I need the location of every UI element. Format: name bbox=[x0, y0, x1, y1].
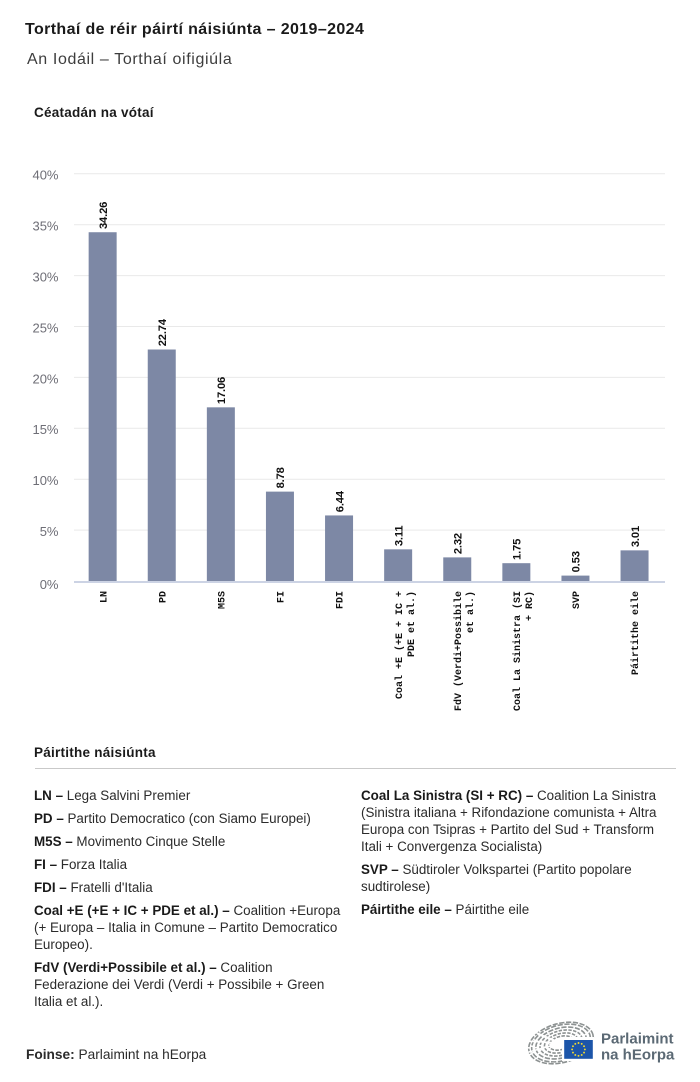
svg-text:Coal La Sinistra (SI+ RC): Coal La Sinistra (SI+ RC) bbox=[512, 591, 536, 711]
svg-text:FdV (Verdi+Possibileet al.): FdV (Verdi+Possibileet al.) bbox=[453, 591, 477, 711]
svg-text:6.44: 6.44 bbox=[334, 490, 346, 512]
svg-text:34.26: 34.26 bbox=[98, 202, 110, 229]
svg-text:5%: 5% bbox=[40, 524, 59, 539]
svg-text:20%: 20% bbox=[32, 371, 58, 386]
svg-text:17.06: 17.06 bbox=[216, 377, 228, 404]
svg-text:FI: FI bbox=[277, 591, 288, 603]
svg-text:2.32: 2.32 bbox=[452, 533, 464, 554]
svg-text:Parlaimint: Parlaimint bbox=[601, 1031, 674, 1048]
svg-text:PD: PD bbox=[158, 591, 169, 603]
svg-text:25%: 25% bbox=[32, 320, 58, 335]
svg-text:40%: 40% bbox=[32, 168, 58, 183]
svg-text:Coal +E (+E + IC +PDE et al.): Coal +E (+E + IC +PDE et al.) bbox=[394, 591, 418, 699]
svg-text:LN: LN bbox=[99, 591, 110, 603]
svg-text:35%: 35% bbox=[32, 219, 58, 234]
svg-text:3.11: 3.11 bbox=[393, 526, 405, 547]
svg-text:30%: 30% bbox=[32, 270, 58, 285]
svg-text:3.01: 3.01 bbox=[630, 526, 642, 547]
svg-text:22.74: 22.74 bbox=[157, 318, 169, 346]
svg-text:0%: 0% bbox=[40, 577, 59, 592]
svg-text:1.75: 1.75 bbox=[512, 539, 524, 560]
svg-text:0.53: 0.53 bbox=[571, 551, 583, 572]
svg-text:Páirtithe eile: Páirtithe eile bbox=[630, 591, 642, 675]
svg-text:15%: 15% bbox=[32, 422, 58, 437]
svg-text:SVP: SVP bbox=[572, 591, 583, 609]
svg-text:FDI: FDI bbox=[336, 591, 347, 609]
svg-text:na hEorpa: na hEorpa bbox=[601, 1047, 675, 1064]
svg-text:M5S: M5S bbox=[217, 591, 228, 609]
svg-text:10%: 10% bbox=[32, 473, 58, 488]
svg-text:8.78: 8.78 bbox=[275, 467, 287, 488]
